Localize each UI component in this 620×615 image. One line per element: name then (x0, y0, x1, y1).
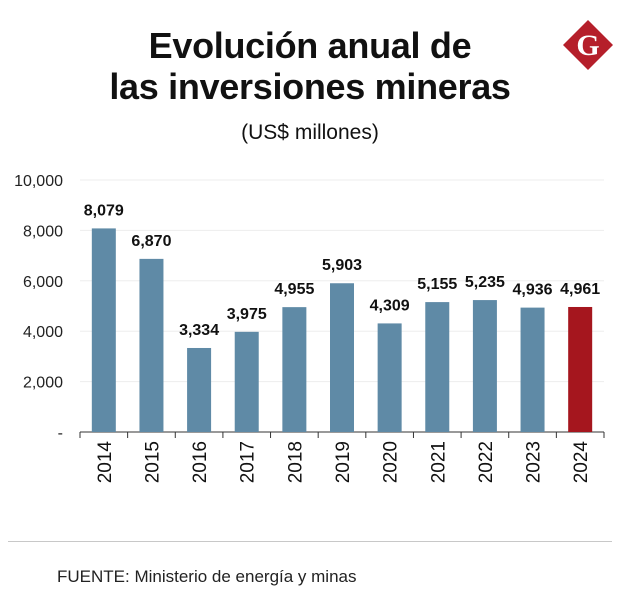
x-tick-label: 2021 (428, 441, 449, 483)
x-tick-label: 2020 (381, 441, 402, 483)
x-tick-label: 2018 (285, 441, 306, 483)
value-label: 6,870 (131, 233, 171, 250)
bar-2019 (330, 283, 354, 432)
x-tick-label: 2016 (190, 441, 211, 483)
bar-2018 (282, 307, 307, 432)
value-label: 5,155 (417, 276, 457, 293)
y-tick-label: 10,000 (14, 173, 63, 190)
value-label: 4,309 (370, 297, 410, 314)
value-label: 4,936 (513, 282, 553, 299)
source-note: FUENTE: Ministerio de energía y minas (57, 567, 357, 586)
bar-2021 (425, 302, 450, 432)
bar-2016 (187, 347, 212, 432)
value-label: 5,903 (322, 257, 362, 274)
x-tick-label: 2014 (95, 441, 116, 484)
x-tick-label: 2023 (524, 441, 545, 483)
logo-letter: G (576, 29, 599, 62)
x-tick-label: 2017 (238, 441, 259, 483)
value-label: 3,334 (179, 322, 219, 339)
value-label: 3,975 (227, 306, 267, 323)
chart-title-line-2: las inversiones mineras (109, 66, 511, 107)
footer-divider (8, 541, 612, 542)
bar-chart: - 2,000 4,000 6,000 8,000 10,000 8,079 2014 6,87… (14, 173, 605, 484)
bar-2020 (377, 323, 402, 432)
chart-title-line-1: Evolución anual de (148, 25, 472, 66)
chart-subtitle: (US$ millones) (241, 121, 379, 144)
bar-2015 (139, 258, 164, 432)
bar-2024 (568, 306, 593, 432)
bar-2017 (234, 331, 259, 432)
value-label: 5,235 (465, 274, 505, 291)
y-tick-label: 8,000 (23, 223, 63, 240)
x-tick-label: 2022 (476, 441, 497, 483)
value-label: 8,079 (84, 202, 124, 219)
bar-2022 (472, 300, 497, 432)
value-label: 4,955 (274, 281, 314, 298)
bar-2023 (520, 307, 545, 432)
value-label: 4,961 (560, 281, 600, 298)
x-tick-label: 2024 (571, 441, 592, 484)
x-tick-label: 2015 (142, 441, 163, 483)
y-tick-label: 6,000 (23, 274, 63, 291)
y-tick-label: 2,000 (23, 375, 63, 392)
y-tick-label: 4,000 (23, 324, 63, 341)
y-tick-label: - (58, 425, 63, 442)
logo-diamond-icon (563, 20, 613, 70)
bar-2014 (91, 228, 116, 432)
brand-logo: G (563, 20, 613, 70)
x-tick-label: 2019 (333, 441, 354, 483)
